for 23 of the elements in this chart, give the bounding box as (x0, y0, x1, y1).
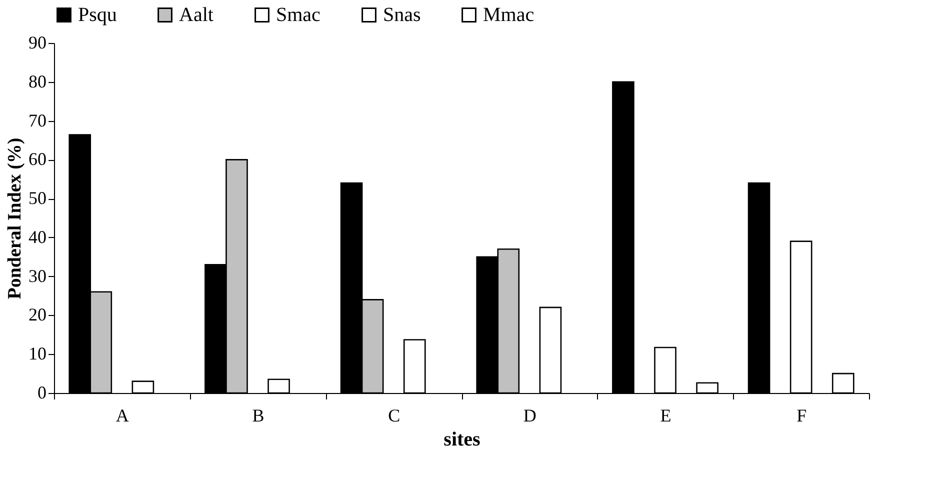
y-tick-label: 90 (28, 32, 46, 52)
legend-label: Smac (276, 4, 321, 26)
y-tick-label: 20 (28, 304, 46, 325)
y-tick-label: 80 (28, 71, 46, 92)
y-tick-label: 70 (28, 110, 46, 130)
legend-label: Mmac (483, 4, 534, 26)
legend-label: Snas (383, 4, 421, 26)
x-axis-title: sites (444, 428, 481, 450)
x-tick-label: A (116, 406, 129, 426)
y-tick-label: 10 (28, 344, 46, 364)
y-tick-label: 50 (28, 188, 46, 208)
x-tick-label: C (388, 406, 400, 426)
legend-label: Psqu (78, 4, 117, 26)
x-tick-label: F (796, 406, 807, 426)
x-tick-label: E (660, 406, 672, 426)
y-tick-label: 30 (28, 266, 46, 286)
y-axis-title: Ponderal Index (%) (4, 138, 26, 300)
y-tick-label: 60 (28, 149, 46, 170)
x-tick-label: B (252, 406, 264, 426)
x-tick-label: D (523, 406, 536, 426)
y-tick-label: 0 (38, 382, 46, 402)
y-tick-label: 40 (28, 226, 46, 247)
legend-label: Aalt (179, 4, 214, 26)
